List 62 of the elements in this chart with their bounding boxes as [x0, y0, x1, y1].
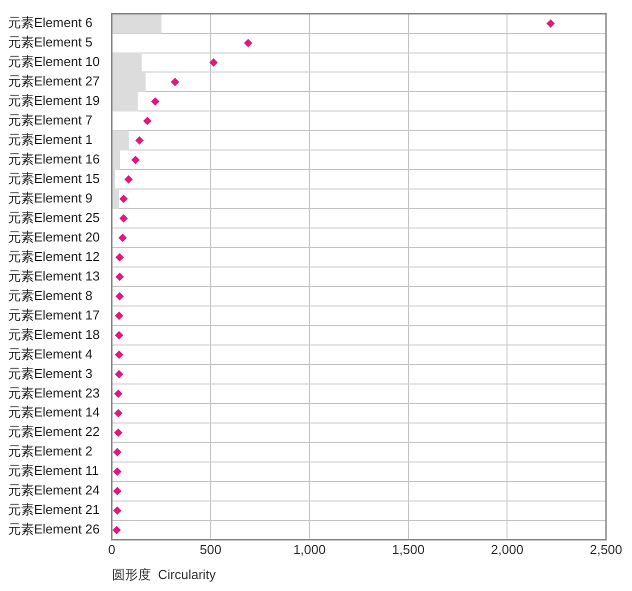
y-tick-label: 元素Element 7 — [8, 112, 93, 128]
y-tick-label: 元素Element 17 — [8, 307, 100, 322]
point — [114, 390, 122, 398]
y-tick-label: 元素Element 6 — [8, 15, 93, 30]
point — [115, 312, 124, 320]
point — [116, 292, 124, 300]
y-tick-label: 元素Element 5 — [8, 34, 93, 50]
point — [120, 194, 128, 203]
x-tick-label: 1,000 — [293, 542, 326, 558]
point — [135, 136, 144, 144]
y-tick-label: 元素Element 23 — [8, 385, 100, 400]
y-tick-label: 元素Element 24 — [8, 482, 100, 498]
point — [124, 175, 133, 184]
y-tick-label: 元素Element 9 — [8, 190, 93, 206]
point — [113, 448, 122, 456]
y-tick-label: 元素Element 13 — [8, 268, 100, 284]
y-tick-label: 元素Element 3 — [8, 366, 93, 381]
point — [115, 370, 124, 378]
point — [115, 331, 124, 340]
y-tick-label: 元素Element 14 — [8, 404, 100, 420]
point — [546, 20, 555, 28]
point — [210, 58, 218, 67]
point — [131, 156, 140, 164]
y-tick-label: 元素Element 12 — [8, 248, 100, 264]
point — [113, 506, 122, 515]
point — [171, 78, 180, 86]
y-tick-label: 元素Element 4 — [8, 346, 93, 362]
y-tick-label: 元素Element 20 — [8, 229, 100, 244]
point — [151, 97, 160, 106]
point — [112, 526, 121, 534]
x-tick-label: 500 — [200, 542, 222, 558]
point — [113, 487, 122, 496]
bar — [112, 14, 162, 34]
point — [116, 272, 124, 281]
x-axis-title: 圆形度 Circularity — [112, 566, 216, 582]
point — [113, 468, 122, 476]
y-tick-label: 元素Element 18 — [8, 326, 100, 342]
point — [116, 253, 124, 262]
y-tick-label: 元素Element 27 — [8, 74, 100, 89]
point — [143, 116, 152, 125]
point — [244, 39, 252, 48]
point — [120, 214, 128, 222]
y-tick-label: 元素Element 22 — [8, 424, 100, 440]
x-tick-label: 1,500 — [392, 542, 425, 558]
x-tick-label: 0 — [108, 542, 116, 558]
y-tick-label: 元素Element 19 — [8, 93, 100, 108]
y-tick-label: 元素Element 10 — [8, 54, 100, 70]
y-tick-label: 元素Element 1 — [8, 132, 93, 148]
y-tick-label: 元素Element 15 — [8, 170, 100, 186]
y-tick-label: 元素Element 25 — [8, 210, 100, 225]
x-tick-label: 2,500 — [590, 542, 622, 558]
point — [114, 428, 122, 437]
y-tick-label: 元素Element 2 — [8, 444, 93, 459]
point — [115, 350, 124, 359]
y-tick-label: 元素Element 11 — [8, 463, 99, 478]
y-tick-label: 元素Element 26 — [8, 522, 100, 537]
y-tick-label: 元素Element 21 — [8, 502, 100, 518]
y-tick-label: 元素Element 8 — [8, 288, 93, 303]
point — [118, 234, 127, 242]
y-tick-label: 元素Element 16 — [8, 151, 100, 166]
x-tick-label: 2,000 — [490, 542, 524, 558]
point — [114, 409, 122, 418]
